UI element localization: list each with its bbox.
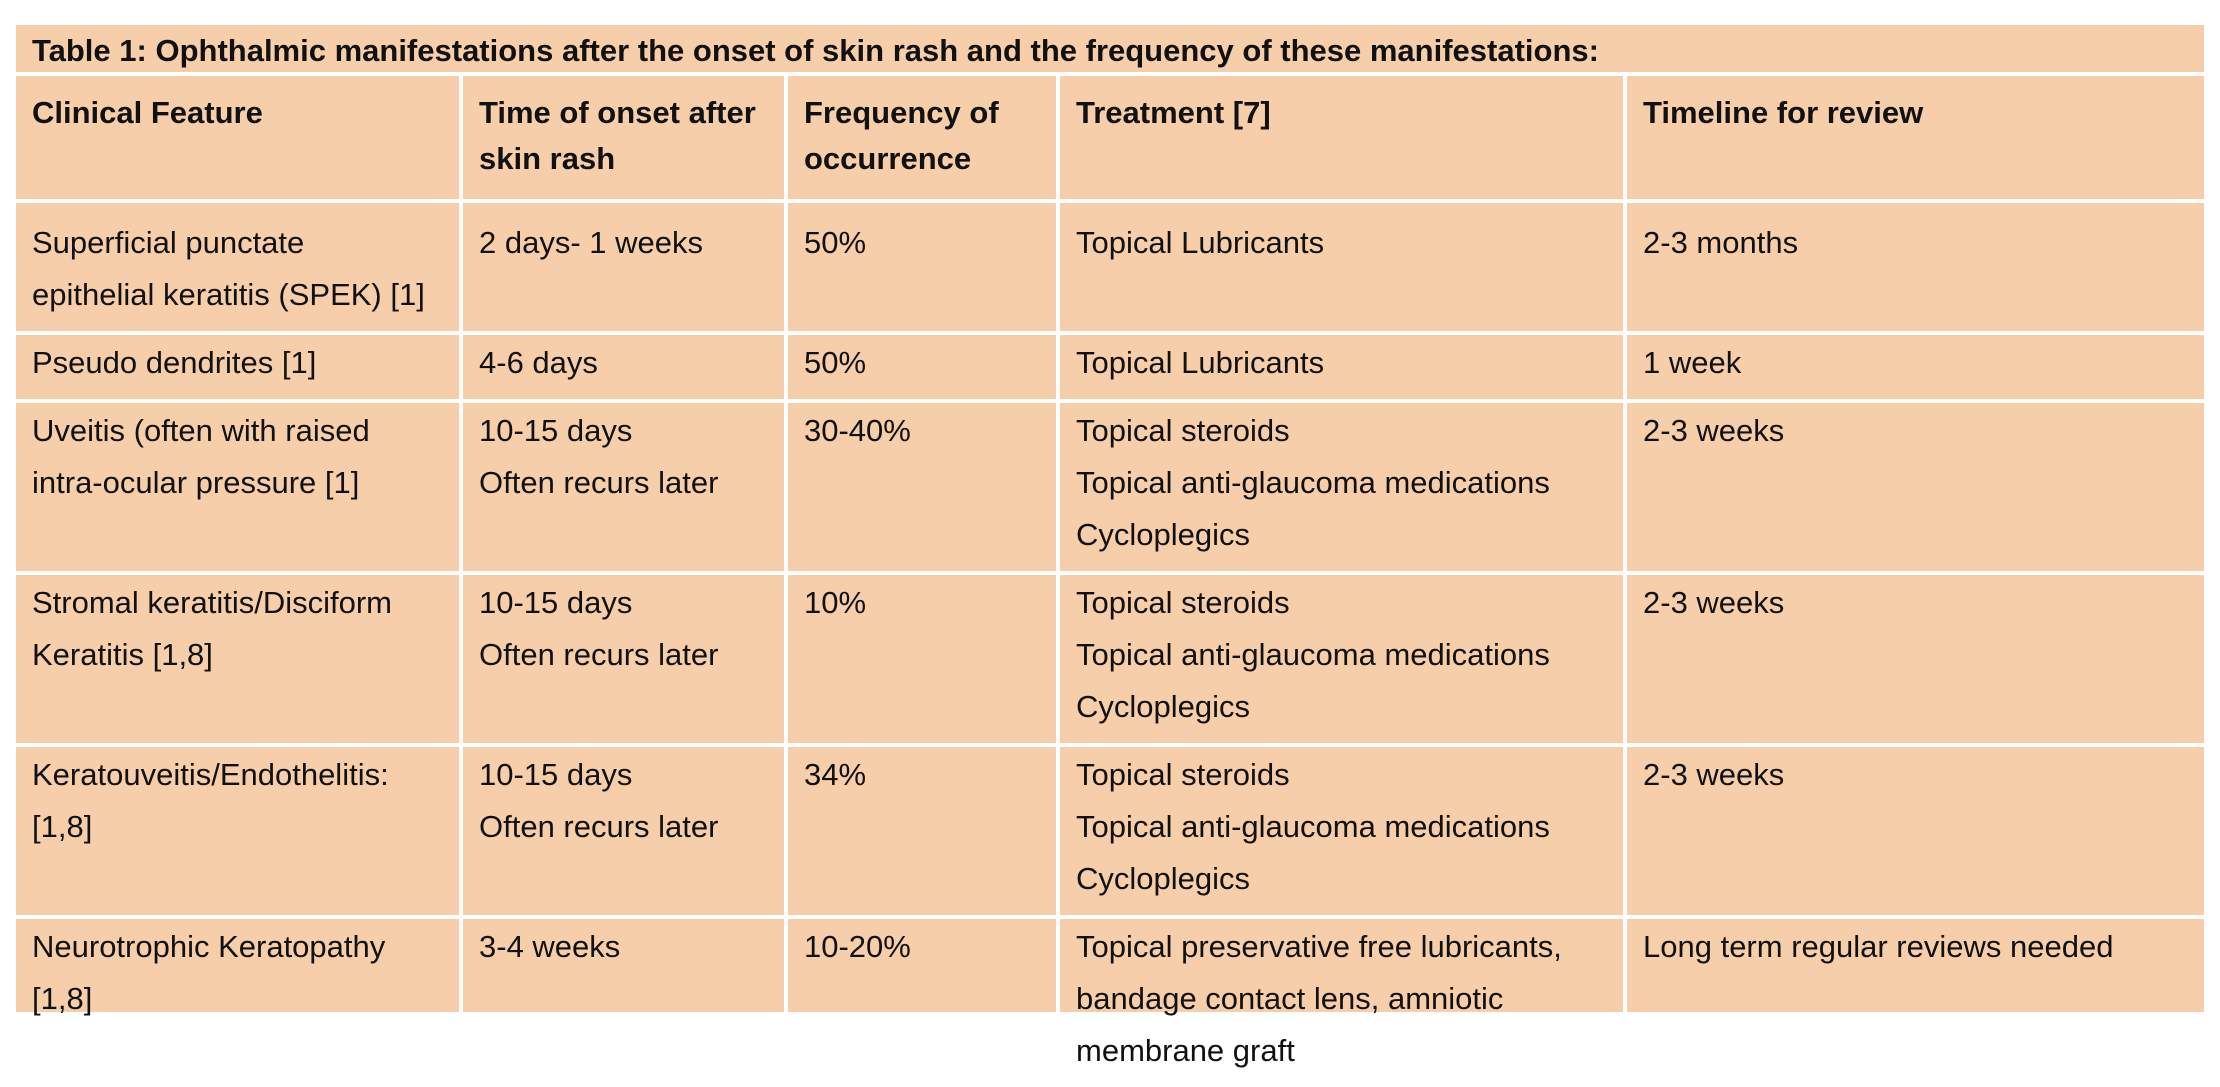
cell-onset: 10-15 days Often recurs later (459, 399, 786, 573)
cell-text: Keratouveitis/Endothelitis: (32, 757, 389, 792)
cell-feature: Keratouveitis/Endothelitis: [1,8] (16, 743, 461, 917)
cell-text: Neurotrophic Keratopathy (32, 929, 386, 964)
cell-onset: 10-15 days Often recurs later (459, 571, 786, 745)
data-table: Clinical Feature Time of onset after ski… (16, 76, 2204, 1087)
header-clinical-feature: Clinical Feature (16, 76, 461, 201)
cell-frequency: 10% (784, 571, 1058, 745)
cell-text: bandage contact lens, amniotic (1076, 981, 1504, 1016)
cell-review: 2-3 months (1623, 199, 2204, 333)
cell-text: Topical Lubricants (1076, 345, 1325, 380)
cell-frequency: 10-20% (784, 915, 1058, 1087)
cell-onset: 4-6 days (459, 331, 786, 401)
cell-text: 50% (804, 345, 867, 380)
cell-text: Keratitis [1,8] (32, 637, 213, 672)
cell-text: Often recurs later (479, 465, 719, 500)
cell-text: 2-3 weeks (1643, 757, 1785, 792)
cell-feature: Stromal keratitis/Disciform Keratitis [1… (16, 571, 461, 745)
cell-feature: Neurotrophic Keratopathy [1,8] (16, 915, 461, 1087)
cell-text: membrane graft (1076, 1033, 1295, 1068)
header-frequency: Frequency of occurrence (784, 76, 1058, 201)
cell-onset: 3-4 weeks (459, 915, 786, 1087)
cell-text: Topical anti-glaucoma medications (1076, 809, 1550, 844)
cell-text: Often recurs later (479, 809, 719, 844)
cell-text: Topical Lubricants (1076, 225, 1325, 260)
cell-text: 10-20% (804, 929, 911, 964)
cell-treatment: Topical preservative free lubricants, ba… (1056, 915, 1625, 1087)
cell-text: Topical anti-glaucoma medications (1076, 465, 1550, 500)
cell-review: 2-3 weeks (1623, 743, 2204, 917)
cell-text: [1,8] (32, 981, 93, 1016)
cell-frequency: 50% (784, 199, 1058, 333)
cell-text: intra-ocular pressure [1] (32, 465, 360, 500)
cell-text: Uveitis (often with raised (32, 413, 370, 448)
cell-feature: Pseudo dendrites [1] (16, 331, 461, 401)
header-text: Time of onset (479, 95, 680, 130)
cell-text: Topical steroids (1076, 585, 1290, 620)
cell-frequency: 30-40% (784, 399, 1058, 573)
cell-review: 2-3 weeks (1623, 571, 2204, 745)
cell-text: Topical preservative free lubricants, (1076, 929, 1562, 964)
cell-feature: Uveitis (often with raised intra-ocular … (16, 399, 461, 573)
table-row: Keratouveitis/Endothelitis: [1,8] 10-15 … (16, 743, 2204, 917)
cell-text: 30-40% (804, 413, 911, 448)
cell-text: [1,8] (32, 809, 93, 844)
table-row: Superficial punctate epithelial keratiti… (16, 199, 2204, 333)
cell-text: Cycloplegics (1076, 861, 1251, 896)
cell-frequency: 34% (784, 743, 1058, 917)
cell-text: Superficial punctate (32, 225, 305, 260)
table-row: Uveitis (often with raised intra-ocular … (16, 399, 2204, 573)
cell-text: 2-3 weeks (1643, 413, 1785, 448)
cell-text: 2-3 weeks (1643, 585, 1785, 620)
cell-text: epithelial keratitis (SPEK) [1] (32, 277, 425, 312)
cell-text: Often recurs later (479, 637, 719, 672)
cell-text: Pseudo dendrites [1] (32, 345, 317, 380)
cell-text: 10-15 days (479, 585, 633, 620)
cell-text: 50% (804, 225, 867, 260)
cell-onset: 2 days- 1 weeks (459, 199, 786, 333)
table-row: Pseudo dendrites [1] 4-6 days 50% Topica… (16, 331, 2204, 401)
cell-text: Topical steroids (1076, 413, 1290, 448)
header-text: occurrence (804, 141, 972, 176)
cell-treatment: Topical Lubricants (1056, 199, 1625, 333)
cell-text: 1 week (1643, 345, 1742, 380)
cell-text: 10% (804, 585, 867, 620)
header-treatment: Treatment [7] (1056, 76, 1625, 201)
header-time-of-onset: Time of onset after skin rash (459, 76, 786, 201)
cell-text: 4-6 days (479, 345, 598, 380)
table-row: Stromal keratitis/Disciform Keratitis [1… (16, 571, 2204, 745)
cell-frequency: 50% (784, 331, 1058, 401)
cell-treatment: Topical steroids Topical anti-glaucoma m… (1056, 571, 1625, 745)
cell-review: 1 week (1623, 331, 2204, 401)
cell-text: 2-3 months (1643, 225, 1799, 260)
cell-text: 10-15 days (479, 757, 633, 792)
header-text: Treatment [7] (1076, 95, 1271, 130)
cell-text: Stromal keratitis/Disciform (32, 585, 392, 620)
cell-treatment: Topical steroids Topical anti-glaucoma m… (1056, 743, 1625, 917)
header-text: Timeline for review (1643, 95, 1924, 130)
cell-text: Topical anti-glaucoma medications (1076, 637, 1550, 672)
cell-feature: Superficial punctate epithelial keratiti… (16, 199, 461, 333)
cell-review: 2-3 weeks (1623, 399, 2204, 573)
header-row: Clinical Feature Time of onset after ski… (16, 76, 2204, 201)
table-row: Neurotrophic Keratopathy [1,8] 3-4 weeks… (16, 915, 2204, 1087)
cell-onset: 10-15 days Often recurs later (459, 743, 786, 917)
cell-text: Cycloplegics (1076, 689, 1251, 724)
header-text: Clinical Feature (32, 95, 263, 130)
header-timeline: Timeline for review (1623, 76, 2204, 201)
table-caption: Table 1: Ophthalmic manifestations after… (16, 25, 2204, 76)
table-container: Table 1: Ophthalmic manifestations after… (12, 21, 2208, 1087)
cell-text: 10-15 days (479, 413, 633, 448)
cell-text: 3-4 weeks (479, 929, 621, 964)
cell-treatment: Topical Lubricants (1056, 331, 1625, 401)
cell-text: Cycloplegics (1076, 517, 1251, 552)
cell-text: 34% (804, 757, 867, 792)
cell-text: Topical steroids (1076, 757, 1290, 792)
cell-text: Long term regular reviews needed (1643, 929, 2114, 964)
cell-review: Long term regular reviews needed (1623, 915, 2204, 1087)
cell-text: 2 days- 1 weeks (479, 225, 703, 260)
header-text: after skin rash (479, 95, 756, 176)
header-text: Frequency of (804, 95, 999, 130)
cell-treatment: Topical steroids Topical anti-glaucoma m… (1056, 399, 1625, 573)
